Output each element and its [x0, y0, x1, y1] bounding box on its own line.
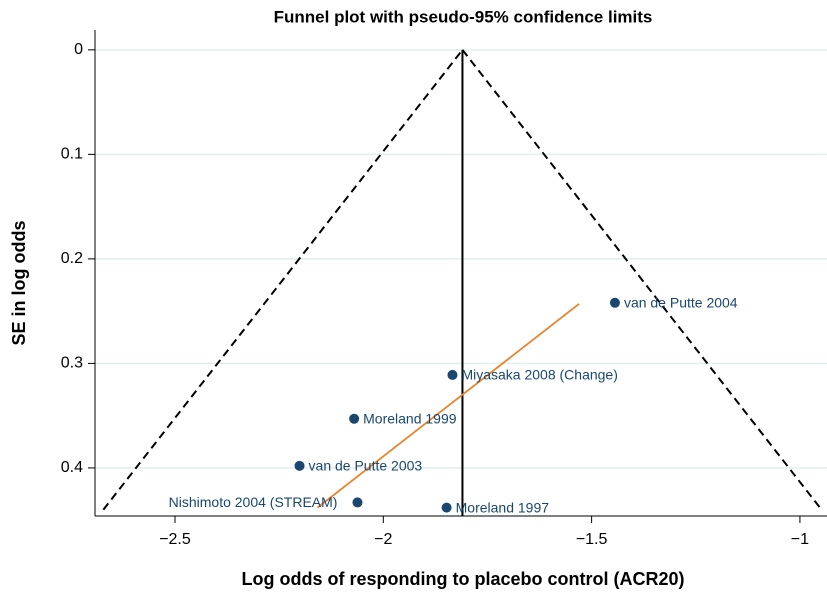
x-axis-label: Log odds of responding to placebo contro…	[242, 569, 685, 589]
x-tick-label: −1.5	[576, 531, 608, 548]
y-tick-label: 0	[74, 41, 83, 58]
y-axis-label: SE in log odds	[9, 221, 29, 346]
y-tick-label: 0.4	[61, 459, 83, 476]
reference-line	[461, 49, 823, 511]
point-label: Nishimoto 2004 (STREAM)	[169, 494, 338, 510]
point-label: Moreland 1997	[456, 499, 550, 515]
x-tick-label: −2	[374, 531, 392, 548]
reference-line	[316, 303, 580, 509]
y-tick-label: 0.3	[61, 355, 83, 372]
point-label: van de Putte 2004	[624, 294, 738, 310]
y-tick-label: 0.1	[61, 146, 83, 163]
x-tick-label: −2.5	[159, 531, 191, 548]
study-point	[349, 413, 360, 424]
point-label: Miyasaka 2008 (Change)	[461, 367, 617, 383]
point-label: van de Putte 2003	[309, 458, 423, 474]
study-point	[609, 297, 620, 308]
chart-title: Funnel plot with pseudo-95% confidence l…	[274, 7, 653, 26]
reference-line	[102, 49, 464, 511]
y-tick-label: 0.2	[61, 250, 83, 267]
point-label: Moreland 1999	[363, 411, 457, 427]
study-point	[441, 502, 452, 513]
x-tick-label: −1	[791, 531, 809, 548]
study-point	[447, 369, 458, 380]
study-point	[294, 460, 305, 471]
study-point	[352, 497, 363, 508]
